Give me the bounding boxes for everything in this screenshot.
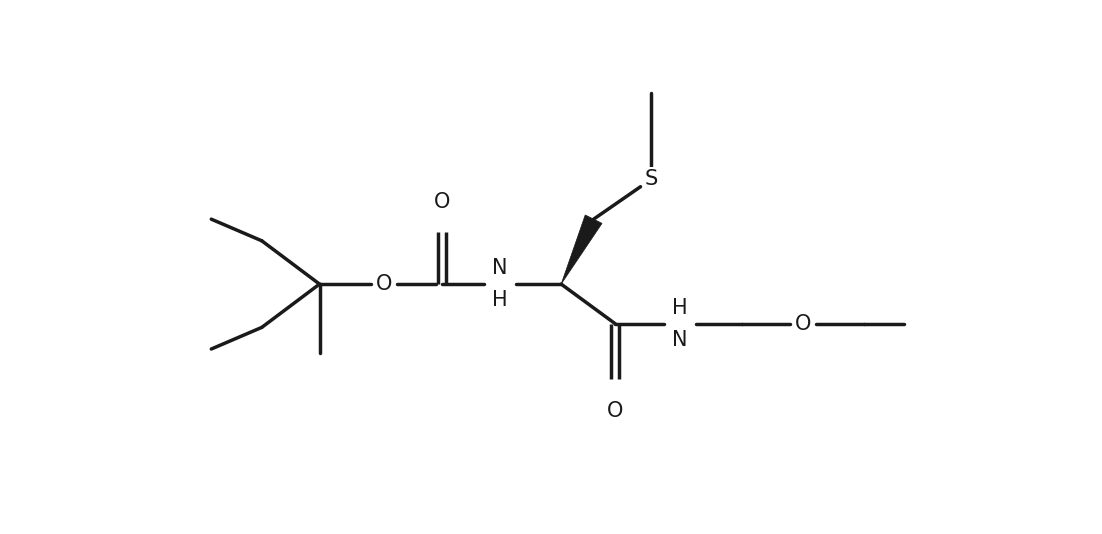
Text: O: O <box>795 314 811 334</box>
Text: O: O <box>607 401 624 421</box>
Text: S: S <box>645 169 658 190</box>
Text: O: O <box>376 274 392 294</box>
Text: N: N <box>672 329 688 350</box>
Text: N: N <box>493 258 508 278</box>
Polygon shape <box>561 215 602 284</box>
Text: H: H <box>491 290 508 310</box>
Text: H: H <box>672 298 688 318</box>
Text: O: O <box>434 192 451 212</box>
